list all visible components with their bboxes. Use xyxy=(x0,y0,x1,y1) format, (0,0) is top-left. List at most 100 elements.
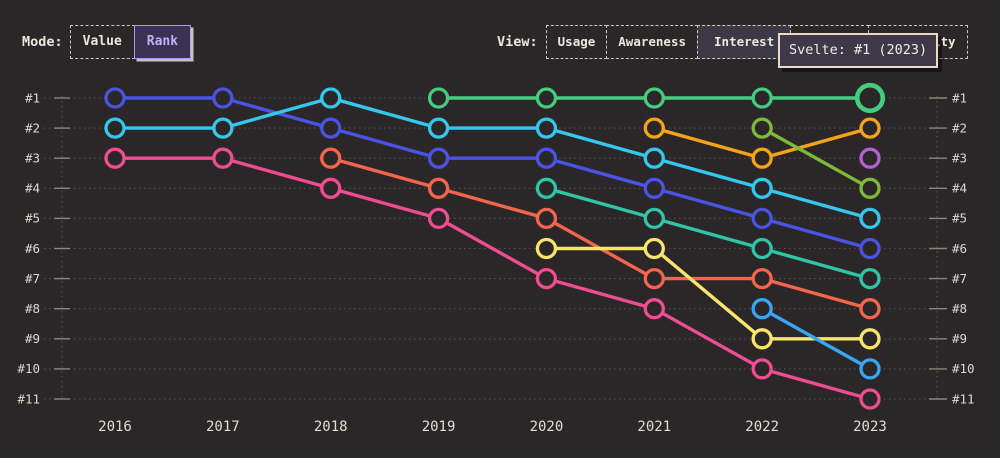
rank-label-left: #5 xyxy=(25,211,40,226)
rank-label-left: #7 xyxy=(25,271,40,286)
rank-label-left: #8 xyxy=(25,301,40,316)
hovered-data-point-svelte[interactable] xyxy=(854,82,886,114)
data-point-pink[interactable] xyxy=(859,388,881,410)
data-point-blue[interactable] xyxy=(751,207,773,230)
rank-label-left: #9 xyxy=(25,331,40,346)
series-line-sky xyxy=(760,307,872,371)
data-point-cyan[interactable] xyxy=(427,117,450,139)
data-point-coral[interactable] xyxy=(535,207,558,230)
view-option-awareness[interactable]: Awareness xyxy=(606,25,699,59)
year-label: 2018 xyxy=(314,419,348,435)
rank-label-left: #3 xyxy=(25,151,40,166)
tooltip: Svelte: #1 (2023) xyxy=(778,33,939,68)
rank-label-left: #4 xyxy=(25,181,40,196)
data-point-svelte[interactable] xyxy=(535,87,558,109)
rank-label-right: #4 xyxy=(952,181,967,196)
data-point-blue[interactable] xyxy=(320,117,342,139)
data-point-amber[interactable] xyxy=(643,117,665,139)
data-point-blue[interactable] xyxy=(643,177,665,199)
rank-label-right: #3 xyxy=(952,151,967,166)
year-label: 2022 xyxy=(745,419,779,435)
data-point-pink[interactable] xyxy=(212,147,234,169)
year-label: 2023 xyxy=(853,419,887,435)
data-point-coral[interactable] xyxy=(320,147,342,169)
rank-label-right: #7 xyxy=(952,271,967,286)
rank-label-left: #1 xyxy=(25,90,40,105)
data-point-teal[interactable] xyxy=(859,267,881,290)
rank-label-right: #5 xyxy=(952,211,967,226)
rank-label-left: #10 xyxy=(17,361,40,376)
series-line-coral xyxy=(329,156,872,311)
data-point-cyan[interactable] xyxy=(535,117,558,139)
data-point-pink[interactable] xyxy=(751,358,773,380)
data-point-cyan[interactable] xyxy=(212,117,234,139)
data-point-cyan[interactable] xyxy=(859,207,881,230)
data-point-teal[interactable] xyxy=(643,207,665,230)
data-point-cyan[interactable] xyxy=(751,177,773,199)
year-label: 2020 xyxy=(530,419,564,435)
series-line-blue xyxy=(113,96,872,251)
data-point-yellow[interactable] xyxy=(643,237,665,260)
view-option-interest[interactable]: Interest xyxy=(697,25,792,59)
data-point-blue[interactable] xyxy=(859,237,881,260)
data-point-coral[interactable] xyxy=(643,267,665,290)
rank-label-left: #11 xyxy=(17,391,40,406)
mode-label: Mode: xyxy=(22,34,63,50)
data-point-olive[interactable] xyxy=(859,177,881,199)
data-point-blue[interactable] xyxy=(212,87,234,109)
rank-label-right: #2 xyxy=(952,120,967,135)
rank-label-right: #9 xyxy=(952,331,967,346)
view-option-usage[interactable]: Usage xyxy=(545,25,608,59)
series-line-cyan xyxy=(113,96,872,221)
data-point-pink[interactable] xyxy=(643,298,665,320)
mode-option-rank[interactable]: Rank xyxy=(133,25,192,59)
data-point-blue[interactable] xyxy=(535,147,558,169)
series-line-pink xyxy=(113,156,872,401)
data-point-svelte[interactable] xyxy=(643,87,665,109)
data-point-svelte[interactable] xyxy=(751,87,773,109)
data-point-olive[interactable] xyxy=(751,117,773,139)
data-point-sky[interactable] xyxy=(859,358,881,380)
data-point-pink[interactable] xyxy=(320,177,342,199)
rank-label-right: #10 xyxy=(952,361,975,376)
data-point-yellow[interactable] xyxy=(535,237,558,260)
year-label: 2016 xyxy=(98,419,132,435)
data-point-svelte[interactable] xyxy=(427,87,450,109)
data-point-teal[interactable] xyxy=(535,177,558,199)
year-label: 2017 xyxy=(206,419,240,435)
mode-toggle-group: Mode: Value Rank xyxy=(22,25,192,59)
data-point-coral[interactable] xyxy=(751,267,773,290)
data-point-pink[interactable] xyxy=(104,147,126,169)
data-point-cyan[interactable] xyxy=(104,117,126,139)
rank-label-right: #8 xyxy=(952,301,967,316)
series-line-teal xyxy=(544,186,872,281)
mode-option-value[interactable]: Value xyxy=(69,25,135,59)
data-point-blue[interactable] xyxy=(427,147,450,169)
data-point-teal[interactable] xyxy=(751,237,773,260)
series-line-olive xyxy=(760,126,872,191)
data-point-amber[interactable] xyxy=(751,147,773,169)
data-point-coral[interactable] xyxy=(427,177,450,199)
data-point-cyan[interactable] xyxy=(643,147,665,169)
year-label: 2021 xyxy=(637,419,671,435)
rank-label-left: #2 xyxy=(25,120,40,135)
data-point-pink[interactable] xyxy=(535,267,558,290)
rank-label-right: #1 xyxy=(952,90,967,105)
year-label: 2019 xyxy=(422,419,456,435)
data-point-yellow[interactable] xyxy=(859,328,881,350)
data-point-blue[interactable] xyxy=(104,87,126,109)
data-point-amber[interactable] xyxy=(859,117,881,139)
rank-label-right: #6 xyxy=(952,241,967,256)
data-point-cyan[interactable] xyxy=(320,87,342,109)
data-point-sky[interactable] xyxy=(751,298,773,320)
view-label: View: xyxy=(497,34,538,50)
rank-label-right: #11 xyxy=(952,391,975,406)
data-point-yellow[interactable] xyxy=(751,328,773,350)
data-point-purple[interactable] xyxy=(859,147,881,169)
data-point-coral[interactable] xyxy=(859,298,881,320)
rank-label-left: #6 xyxy=(25,241,40,256)
tooltip-text: Svelte: #1 (2023) xyxy=(789,42,928,58)
mode-button-row: Value Rank xyxy=(69,25,192,59)
data-point-pink[interactable] xyxy=(427,207,450,230)
